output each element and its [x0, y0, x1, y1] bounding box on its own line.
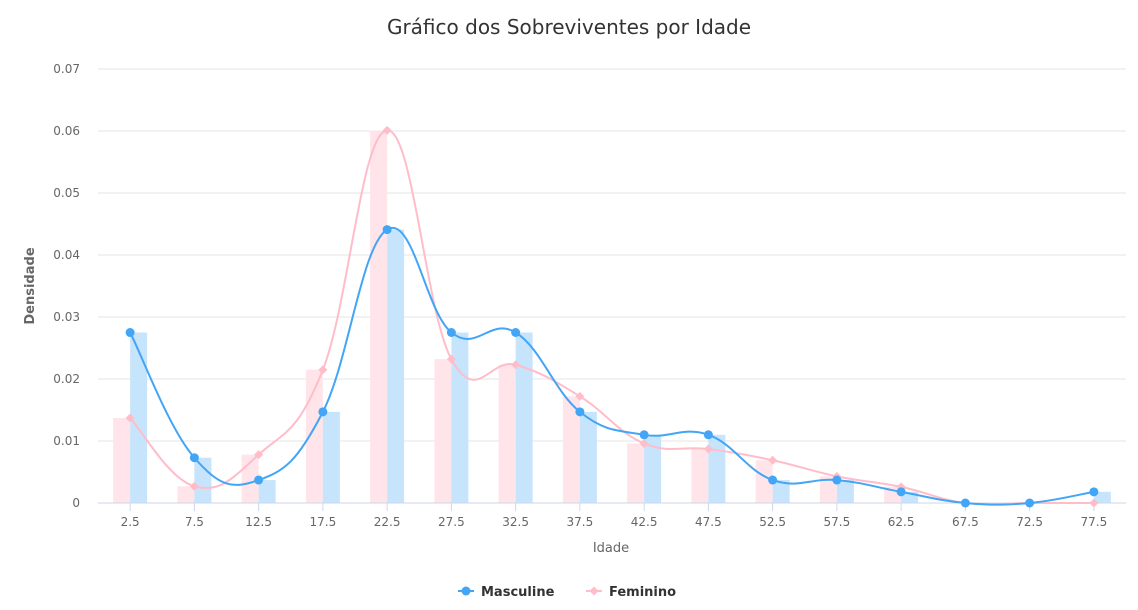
- x-tick-label: 27.5: [438, 515, 465, 529]
- point-masculine[interactable]: [1089, 487, 1099, 497]
- point-feminino[interactable]: [511, 360, 521, 370]
- point-masculine[interactable]: [189, 453, 199, 463]
- point-masculine[interactable]: [575, 407, 585, 417]
- bar-masculine[interactable]: [836, 480, 854, 503]
- series-lines: [129, 129, 1095, 506]
- bar-feminino[interactable]: [434, 359, 452, 503]
- point-feminino[interactable]: [446, 354, 456, 364]
- bar-masculine[interactable]: [387, 229, 405, 503]
- bar-masculine[interactable]: [901, 491, 919, 503]
- bar-feminino[interactable]: [755, 460, 773, 503]
- x-tick-label: 37.5: [567, 515, 594, 529]
- bar-masculine[interactable]: [579, 411, 597, 503]
- bar-feminino[interactable]: [819, 476, 837, 503]
- x-tick-label: 2.5: [121, 515, 140, 529]
- y-tick-label: 0.05: [53, 186, 80, 200]
- x-axis-label: Idade: [593, 541, 629, 556]
- legend-label: Masculine: [481, 585, 555, 600]
- point-masculine[interactable]: [1025, 498, 1035, 508]
- y-tick-label: 0.03: [53, 310, 80, 324]
- bar-masculine[interactable]: [708, 434, 726, 503]
- point-feminino[interactable]: [382, 125, 392, 135]
- x-tick-label: 42.5: [631, 515, 658, 529]
- point-feminino[interactable]: [125, 413, 135, 423]
- y-tick-label: 0.04: [53, 248, 80, 262]
- point-masculine[interactable]: [318, 407, 328, 417]
- legend-item-masculine[interactable]: Masculine: [458, 585, 555, 600]
- x-tick-label: 67.5: [952, 515, 979, 529]
- point-masculine[interactable]: [832, 475, 842, 485]
- point-masculine[interactable]: [703, 430, 713, 440]
- point-feminino[interactable]: [639, 438, 649, 448]
- x-tick-label: 32.5: [502, 515, 529, 529]
- x-tick-label: 47.5: [695, 515, 722, 529]
- legend-marker-icon: [461, 586, 471, 596]
- axes: 0 0.01 0.02 0.03 0.04 0.05 0.06 0.07 2.5 7.5 12.5 1…: [53, 62, 1126, 529]
- point-masculine[interactable]: [446, 328, 456, 337]
- x-tick-label: 72.5: [1016, 515, 1043, 529]
- x-tick-label: 57.5: [824, 515, 851, 529]
- legend-item-feminino[interactable]: Feminino: [586, 585, 676, 600]
- bar-feminino[interactable]: [370, 130, 388, 503]
- point-feminino[interactable]: [768, 455, 778, 465]
- point-masculine[interactable]: [125, 328, 135, 337]
- point-feminino[interactable]: [318, 365, 328, 375]
- x-tick-label: 22.5: [374, 515, 401, 529]
- bar-feminino[interactable]: [562, 396, 580, 503]
- bar-masculine[interactable]: [515, 332, 533, 504]
- bar-masculine[interactable]: [1093, 491, 1111, 503]
- x-tick-label: 52.5: [759, 515, 786, 529]
- point-feminino[interactable]: [254, 450, 264, 460]
- bar-masculine[interactable]: [258, 480, 276, 503]
- bar-feminino[interactable]: [627, 443, 645, 503]
- bar-feminino[interactable]: [498, 364, 516, 503]
- point-masculine[interactable]: [639, 430, 649, 440]
- x-tick-label: 12.5: [245, 515, 272, 529]
- x-tick-label: 62.5: [888, 515, 915, 529]
- y-axis-label: Densidade: [23, 247, 38, 324]
- bar-masculine[interactable]: [130, 332, 148, 504]
- bars: [113, 130, 1111, 503]
- point-masculine[interactable]: [896, 487, 906, 497]
- point-masculine[interactable]: [768, 475, 778, 485]
- grid-lines: [98, 68, 1126, 442]
- bar-feminino[interactable]: [305, 369, 323, 503]
- series-markers: [125, 125, 1099, 508]
- point-masculine[interactable]: [254, 475, 264, 485]
- legend-label: Feminino: [609, 585, 676, 600]
- bar-feminino[interactable]: [691, 449, 709, 503]
- legend[interactable]: Masculine Feminino: [458, 585, 676, 600]
- point-feminino[interactable]: [189, 481, 199, 491]
- y-tick-label: 0.01: [53, 434, 80, 448]
- line-feminino[interactable]: [129, 129, 1094, 506]
- y-tick-label: 0.07: [53, 62, 80, 76]
- bar-feminino[interactable]: [113, 418, 131, 503]
- bar-feminino[interactable]: [177, 486, 195, 503]
- point-masculine[interactable]: [960, 498, 970, 508]
- x-tick-label: 17.5: [310, 515, 337, 529]
- line-masculine[interactable]: [129, 226, 1095, 506]
- x-tick-label: 77.5: [1081, 515, 1108, 529]
- bar-masculine[interactable]: [644, 434, 662, 503]
- legend-marker-icon: [589, 586, 599, 596]
- bar-masculine[interactable]: [772, 480, 790, 503]
- bar-masculine[interactable]: [322, 411, 340, 503]
- point-masculine[interactable]: [382, 225, 392, 235]
- bar-masculine[interactable]: [194, 457, 212, 503]
- point-feminino[interactable]: [1089, 498, 1099, 508]
- y-tick-label: 0.06: [53, 124, 80, 138]
- point-feminino[interactable]: [575, 391, 585, 401]
- chart-title: Gráfico dos Sobreviventes por Idade: [387, 15, 751, 39]
- x-tick-label: 7.5: [185, 515, 204, 529]
- y-tick-label: 0.02: [53, 372, 80, 386]
- point-masculine[interactable]: [511, 328, 521, 337]
- point-feminino[interactable]: [703, 444, 713, 454]
- y-tick-label: 0: [72, 496, 80, 510]
